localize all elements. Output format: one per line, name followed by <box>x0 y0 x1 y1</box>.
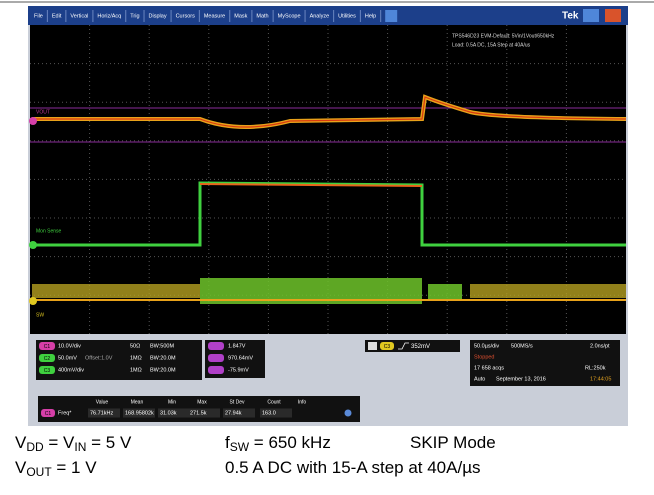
caption-text: fSW = 650 kHz <box>225 433 331 454</box>
ground-marker[interactable] <box>29 297 37 305</box>
page: File Edit Vertical Horiz/Acq Trig Display Curs… <box>0 0 654 495</box>
menu-item: MyScope <box>278 13 301 19</box>
channel-id: C2 <box>44 356 51 362</box>
row-name: Freq* <box>58 410 72 416</box>
channel-scale: 50.0mV <box>58 355 77 361</box>
record-length: RL:250k <box>585 365 606 371</box>
sw-trace <box>470 284 626 298</box>
ground-marker[interactable] <box>29 241 37 249</box>
channel-label: SW <box>36 312 44 318</box>
caption-text: VDD = VIN = 5 V <box>15 433 131 454</box>
table-cell: 76.71kHz <box>90 410 113 416</box>
ref-badge <box>208 354 224 362</box>
text: SKIP Mode <box>410 433 496 452</box>
channel-bandwidth: BW:20.0M <box>150 367 176 373</box>
info-icon <box>345 410 352 417</box>
channel-scale: 10.0V/div <box>58 343 81 349</box>
sw-trace <box>32 284 200 298</box>
channel-id: C1 <box>44 344 51 350</box>
menu-item: Edit <box>52 13 62 19</box>
text: V <box>15 458 26 477</box>
ref-value: -75.9mV <box>228 367 249 373</box>
menu-item: Utilities <box>338 13 356 19</box>
ref-badge <box>208 342 224 350</box>
row-channel: C1 <box>45 411 52 417</box>
subscript: DD <box>26 440 43 454</box>
menu-item: Vertical <box>70 13 88 19</box>
ref-badge <box>208 366 224 374</box>
channel-scale: 400mV/div <box>58 367 84 373</box>
table-header: Count <box>267 399 281 405</box>
channel-impedance: 1MΩ <box>130 355 142 361</box>
table-cell: 168.95802k <box>125 410 154 416</box>
annotation: TPS546D23 EVM-Default: 5Vin/1Vout/650kHz <box>452 33 555 39</box>
text: = 5 V <box>86 433 131 452</box>
table-header: Max <box>197 399 207 405</box>
subscript: SW <box>230 440 249 454</box>
text: 0.5 A DC with 15-A step at 40A/µs <box>225 458 481 477</box>
acqs: 17 658 acqs <box>474 365 504 371</box>
menu-item: Analyze <box>310 13 330 19</box>
menu-item: Mask <box>234 13 247 19</box>
brand: Tek <box>562 11 579 22</box>
channel-offset: Offset:1.0V <box>85 355 113 361</box>
ref-value: 970.64mV <box>228 355 253 361</box>
timebase: 50.0µs/div <box>474 343 499 349</box>
caption-text: VOUT = 1 V <box>15 458 97 479</box>
subscript: IN <box>74 440 86 454</box>
trigger-source: C3 <box>384 344 391 350</box>
table-header: Min <box>168 399 176 405</box>
trigger-icon <box>368 342 377 350</box>
table-cell: 163.0 <box>262 410 276 416</box>
text: = V <box>44 433 75 452</box>
close[interactable] <box>605 9 621 22</box>
menu-item: Horiz/Acq <box>97 13 121 19</box>
annotation: Load: 0.5A DC, 15A Step at 40A/us <box>452 42 531 48</box>
channel-impedance: 1MΩ <box>130 367 142 373</box>
menu-item: Cursors <box>176 13 196 19</box>
mode: Auto <box>474 376 485 382</box>
table-cell: 27.94k <box>225 410 242 416</box>
status: Stopped <box>474 354 495 360</box>
table-header: St Dev <box>229 399 245 405</box>
sw-trace <box>428 284 462 300</box>
menu-item: Display <box>149 13 167 19</box>
scope-screenshot: File Edit Vertical Horiz/Acq Trig Display Curs… <box>0 0 654 430</box>
table-header: Info <box>298 399 307 405</box>
table-header: Mean <box>131 399 144 405</box>
text: = 650 kHz <box>249 433 331 452</box>
text: = 1 V <box>52 458 97 477</box>
menu-item: Math <box>256 13 268 19</box>
caption-text: SKIP Mode <box>410 433 496 453</box>
date: September 13, 2016 <box>496 376 546 382</box>
channel-bandwidth: BW:20.0M <box>150 355 176 361</box>
text: V <box>15 433 26 452</box>
menu-dropdown <box>385 10 397 22</box>
time: 17:44:05 <box>590 376 611 382</box>
channel-label: Mon Sense <box>36 228 62 234</box>
caption-text: 0.5 A DC with 15-A step at 40A/µs <box>225 458 481 478</box>
table-cell: 31.03k <box>160 410 177 416</box>
channel-impedance: 50Ω <box>130 343 140 349</box>
table-header: Value <box>96 399 109 405</box>
menu-item: Measure <box>204 13 225 19</box>
menu-item: File <box>34 13 43 19</box>
channel-bandwidth: BW:500M <box>150 343 174 349</box>
menu-item: Trig <box>130 13 139 19</box>
table-cell: 271.5k <box>190 410 207 416</box>
ref-value: 1.847V <box>228 343 246 349</box>
minimize[interactable] <box>583 9 599 22</box>
trigger-level: 352mV <box>411 344 430 350</box>
ground-marker[interactable] <box>29 117 37 125</box>
channel-label: VOUT <box>36 109 50 115</box>
sample-rate: 500MS/s <box>511 343 533 349</box>
channel-id: C3 <box>44 368 51 374</box>
subscript: OUT <box>26 465 51 479</box>
menu-item: Help <box>365 13 376 19</box>
resolution: 2.0ns/pt <box>590 343 610 349</box>
